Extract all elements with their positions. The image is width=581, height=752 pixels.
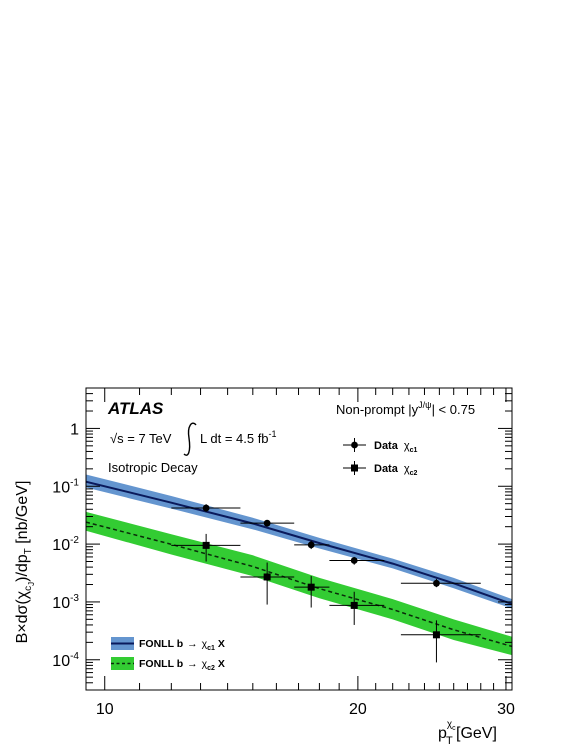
data-point-chi-c1 [400, 578, 481, 588]
marker-square [432, 631, 440, 639]
legend-chi-symbol: χ [404, 463, 410, 475]
x-axis-title-supsub: c [452, 725, 456, 732]
x-tick-label: 20 [349, 701, 367, 718]
x-tick-label: 10 [96, 701, 114, 718]
legend-data-text: Data [374, 463, 399, 475]
y-tick-label: 1 [70, 421, 79, 438]
legend-suffix: X [215, 638, 225, 650]
y-axis-title: B×dσ(χcJ)/dpT [nb/GeV] [14, 481, 36, 644]
experiment-label: ATLAS [107, 399, 164, 418]
y-axis-title-sub: c [23, 586, 34, 591]
x-axis-title-p: p [438, 725, 447, 742]
y-axis-title-part: )/dp [14, 554, 31, 582]
legend-chi-subscript: c2 [410, 470, 418, 477]
x-axis-title-sub: T [446, 735, 453, 747]
marker-square [202, 541, 210, 549]
y-tick-label: 10-1 [52, 477, 79, 496]
legend-marker-chi-c1 [343, 438, 366, 452]
selection-label: Non-prompt |yJ/ψ| < 0.75 [336, 400, 475, 417]
data-point-chi-c2 [329, 591, 385, 625]
y-axis-title-sub: T [23, 548, 34, 554]
legend-chi-subscript: c2 [207, 665, 215, 672]
marker-circle [307, 541, 315, 549]
data-point-chi-c1 [329, 556, 385, 565]
selection-prefix: Non-prompt |y [336, 402, 419, 417]
x-axis-title-unit: [GeV] [456, 725, 497, 742]
legend-chi-symbol: χ [404, 440, 410, 452]
selection-superscript: J/ψ [418, 400, 431, 410]
data-point-chi-c2 [171, 533, 241, 562]
legend-label-fonll-c1: FONLL b → χc1 X [139, 638, 225, 652]
legend-chi-symbol: χ [202, 638, 208, 650]
luminosity-exponent: -1 [269, 429, 277, 439]
legend-marker-chi-c2 [343, 461, 366, 475]
data-point-chi-c2 [294, 576, 330, 608]
legend-data-text: Data [374, 440, 399, 452]
data-points [171, 504, 481, 663]
selection-suffix: | < 0.75 [432, 402, 476, 417]
y-tick-label: 10-3 [52, 593, 79, 612]
data-point-chi-c2 [400, 620, 481, 663]
marker-circle [202, 504, 210, 512]
theory-bands [86, 474, 512, 656]
y-tick-exponent: -3 [70, 593, 79, 604]
y-tick-base: 10 [52, 479, 70, 496]
legend-chi-subscript: c1 [410, 447, 418, 454]
legend-fonll-text: FONLL b [139, 638, 183, 650]
decay-label: Isotropic Decay [108, 460, 198, 475]
y-axis-title-subsub: J [27, 582, 36, 586]
y-tick-base: 10 [52, 537, 70, 554]
marker-square [307, 583, 315, 591]
marker-square [350, 601, 358, 609]
data-legend: Data χc1 Data χc2 [343, 438, 418, 477]
y-tick-base: 1 [70, 421, 79, 438]
integral-symbol [183, 422, 197, 456]
legend-label-chi-c2: Data χc2 [374, 463, 418, 477]
y-axis-title-part: B×dσ(χ [14, 590, 31, 643]
marker-circle [433, 579, 440, 587]
x-axis-title: pχc [438, 719, 456, 742]
x-axis-title-sup: χ [447, 719, 453, 730]
luminosity-label: L dt = 4.5 fb-1 [200, 429, 277, 446]
data-point-chi-c1 [240, 519, 295, 527]
legend-arrow: → [187, 658, 198, 670]
legend-fonll-text: FONLL b [139, 658, 183, 670]
fonll-band-2 [86, 511, 512, 656]
y-tick-exponent: -4 [70, 651, 79, 662]
legend-suffix: X [215, 658, 225, 670]
legend-label-chi-c1: Data χc1 [374, 440, 418, 454]
y-tick-label: 10-2 [52, 535, 79, 554]
y-tick-base: 10 [52, 653, 70, 670]
data-point-chi-c1 [171, 504, 241, 512]
legend-chi-subscript: c1 [207, 645, 215, 652]
theory-legend: FONLL b → χc1 X FONLL b → χc2 X [111, 637, 225, 672]
legend-label-fonll-c2: FONLL b → χc2 X [139, 658, 225, 672]
marker-square [263, 573, 271, 581]
data-point-chi-c1 [294, 540, 330, 550]
y-tick-exponent: -1 [70, 477, 79, 488]
marker-circle [263, 519, 271, 527]
legend-arrow: → [187, 638, 198, 650]
y-tick-base: 10 [52, 595, 70, 612]
y-axis-title-part: [nb/GeV] [14, 481, 31, 549]
y-tick-label: 10-4 [52, 651, 79, 670]
luminosity-text: L dt = 4.5 fb [200, 431, 269, 446]
y-tick-exponent: -2 [70, 535, 79, 546]
marker-circle [350, 557, 358, 564]
x-tick-label: 30 [497, 701, 515, 718]
legend-chi-symbol: χ [202, 658, 208, 670]
data-point-chi-c2 [240, 562, 295, 605]
energy-label: √s = 7 TeV [110, 431, 172, 446]
